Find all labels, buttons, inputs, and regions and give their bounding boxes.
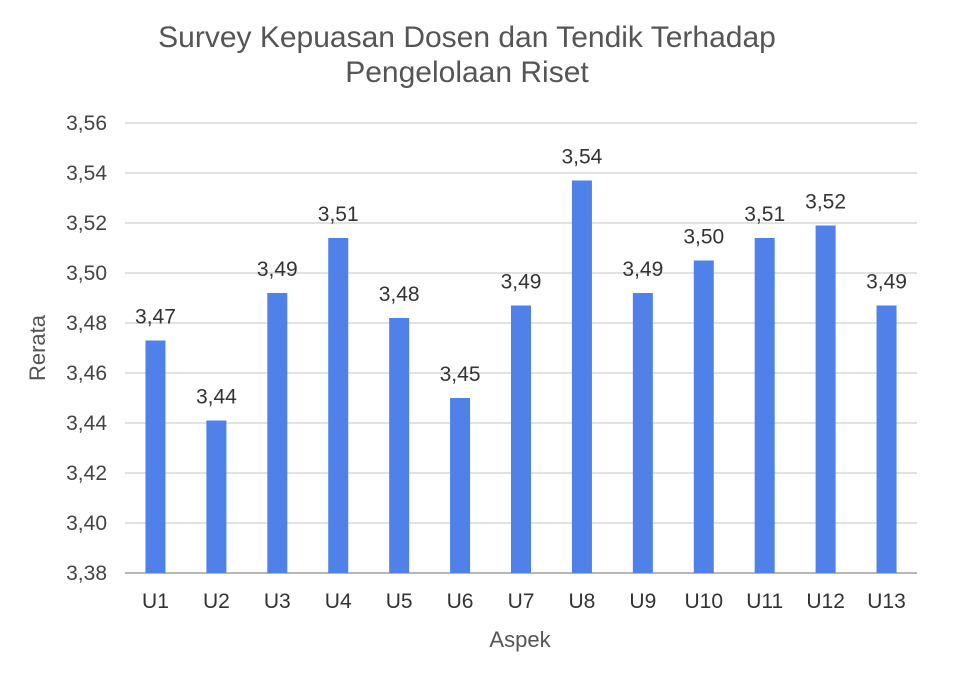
data-label: 3,49 xyxy=(257,258,298,281)
bar xyxy=(328,238,349,573)
x-tick-label: U3 xyxy=(264,590,291,613)
bar xyxy=(389,318,410,573)
y-tick-label: 3,46 xyxy=(66,362,107,385)
y-tick-label: 3,50 xyxy=(66,262,107,285)
bars xyxy=(145,180,897,573)
bar xyxy=(693,260,714,573)
data-label: 3,44 xyxy=(196,386,237,409)
data-labels: 3,47 3,44 3,49 3,51 3,48 3,45 3,49 3,54 3,49 3,50… xyxy=(135,146,907,409)
bar xyxy=(754,238,775,573)
data-label: 3,54 xyxy=(561,146,602,169)
x-tick-label: U6 xyxy=(447,590,474,613)
data-label: 3,49 xyxy=(501,271,542,294)
data-label: 3,45 xyxy=(440,363,481,386)
y-tick-label: 3,54 xyxy=(66,162,107,185)
x-tick-label: U4 xyxy=(325,590,352,613)
x-tick-label: U1 xyxy=(142,590,169,613)
x-axis-ticks: U1 U2 U3 U4 U5 U6 U7 U8 U9 U10 U11 U12 U13 xyxy=(142,590,906,613)
x-tick-label: U8 xyxy=(568,590,595,613)
bar xyxy=(511,305,531,573)
bar xyxy=(815,225,836,573)
x-tick-label: U10 xyxy=(685,590,724,613)
x-tick-label: U12 xyxy=(806,590,845,613)
y-tick-label: 3,44 xyxy=(66,412,107,435)
y-tick-label: 3,48 xyxy=(66,312,107,335)
data-label: 3,51 xyxy=(744,203,785,226)
chart-title-line-1: Survey Kepuasan Dosen dan Tendik Terhada… xyxy=(158,21,776,54)
bar xyxy=(571,180,592,573)
x-tick-label: U7 xyxy=(508,590,535,613)
y-tick-label: 3,52 xyxy=(66,212,107,235)
x-tick-label: U9 xyxy=(629,590,656,613)
data-label: 3,47 xyxy=(135,306,176,329)
y-tick-label: 3,42 xyxy=(66,462,107,485)
data-label: 3,50 xyxy=(683,226,724,249)
y-axis-ticks: 3,38 3,40 3,42 3,44 3,46 3,48 3,50 3,52 3,54 3,56 xyxy=(66,112,107,585)
bar xyxy=(876,305,897,573)
data-label: 3,52 xyxy=(805,191,846,214)
data-label: 3,49 xyxy=(866,271,907,294)
data-label: 3,49 xyxy=(622,258,663,281)
data-label: 3,51 xyxy=(318,203,359,226)
bar xyxy=(267,293,288,573)
y-tick-label: 3,38 xyxy=(66,562,107,585)
x-axis-label: Aspek xyxy=(489,627,551,652)
x-tick-label: U11 xyxy=(746,590,783,613)
y-tick-label: 3,40 xyxy=(66,512,107,535)
bar xyxy=(206,420,227,573)
x-tick-label: U2 xyxy=(203,590,230,613)
chart-title: Survey Kepuasan Dosen dan Tendik Terhada… xyxy=(158,21,776,89)
y-tick-label: 3,56 xyxy=(66,112,107,135)
x-tick-label: U5 xyxy=(386,590,413,613)
bar xyxy=(632,293,653,573)
bar xyxy=(145,340,166,573)
x-tick-label: U13 xyxy=(867,590,906,613)
bar xyxy=(450,398,471,573)
y-axis-label: Rerata xyxy=(25,314,50,381)
data-label: 3,48 xyxy=(379,283,420,306)
chart-title-line-2: Pengelolaan Riset xyxy=(345,56,589,89)
